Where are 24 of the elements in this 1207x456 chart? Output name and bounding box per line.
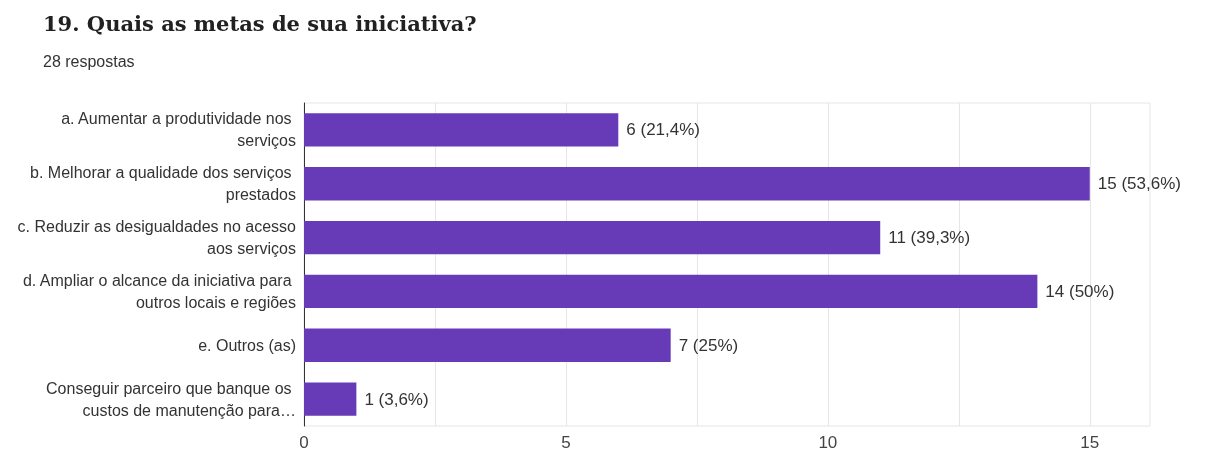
chart-title: 19. Quais as metas de sua iniciativa? bbox=[43, 11, 477, 36]
x-tick-label: 0 bbox=[299, 433, 309, 452]
bar bbox=[304, 274, 1038, 309]
data-label: 15 (53,6%) bbox=[1097, 174, 1181, 194]
y-tick-label: b. Melhorar a qualidade dos serviços prestados bbox=[30, 164, 296, 204]
bar bbox=[304, 382, 357, 416]
data-label: 7 (25%) bbox=[678, 335, 739, 355]
data-label: 1 (3,6%) bbox=[364, 389, 429, 409]
text: 28 respostas bbox=[43, 52, 135, 70]
x-tick-label: 10 bbox=[818, 433, 838, 452]
data-label: 11 (39,3%) bbox=[888, 228, 971, 248]
y-tick-label: Conseguir parceiro que banque os custos de manutenção para… bbox=[46, 379, 296, 419]
y-tick-label: d. Ampliar o alcance da iniciativa para outros locais e regiões bbox=[22, 271, 296, 311]
bar bbox=[304, 113, 619, 147]
x-tick-label: 5 bbox=[561, 433, 571, 452]
bar bbox=[304, 167, 1090, 201]
bar bbox=[304, 220, 881, 255]
y-tick-label: c. Reduzir as desigualdades no acesso aos serviços bbox=[17, 218, 297, 258]
data-label: 6 (21,4%) bbox=[626, 120, 701, 140]
x-tick-label: 15 bbox=[1080, 433, 1100, 452]
data-label: 14 (50%) bbox=[1045, 281, 1115, 301]
bar bbox=[304, 328, 671, 362]
y-tick-label: e. Outros (as) bbox=[198, 336, 296, 354]
y-tick-label: a. Aumentar a produtividade nos serviços bbox=[61, 110, 296, 150]
